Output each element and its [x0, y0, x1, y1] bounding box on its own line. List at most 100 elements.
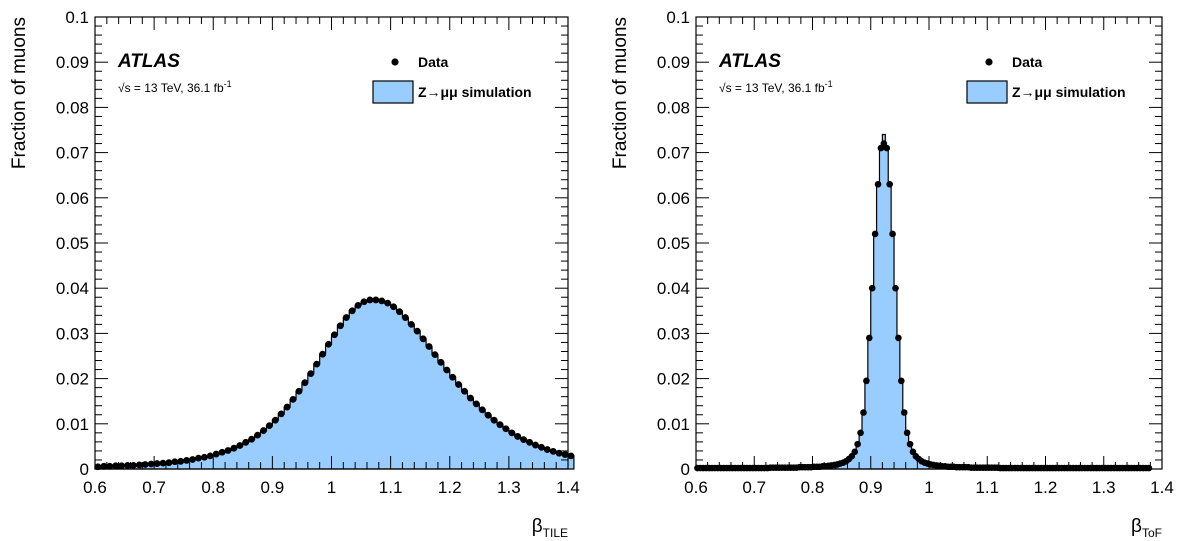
data-point	[502, 425, 510, 433]
y-tick-label: 0.04	[657, 279, 690, 298]
data-point	[130, 461, 137, 469]
data-point	[892, 284, 899, 292]
data-point	[425, 343, 433, 350]
data-point	[289, 395, 297, 403]
data-point	[195, 454, 202, 462]
chart-left-svg: 0.6 0.7 0.8 0.9 1 1.1 1.2 1.3 1.4 0 0.01 0.02 0.03 0.…	[9, 8, 580, 540]
data-point	[372, 296, 380, 304]
x-tick-label: 0.9	[859, 478, 883, 497]
data-point	[277, 410, 285, 418]
data-point	[886, 180, 893, 188]
data-point	[851, 448, 859, 456]
data-point	[295, 387, 303, 395]
data-point	[177, 457, 185, 465]
data-point	[165, 459, 173, 467]
data-point	[124, 461, 131, 469]
y-tick-label: 0.07	[657, 144, 690, 163]
x-tick-label: 1.1	[975, 478, 999, 497]
y-axis-title: Fraction of muons	[9, 17, 30, 169]
data-point	[206, 452, 214, 460]
legend-data-label: Data	[418, 54, 449, 70]
data-point	[118, 462, 126, 470]
data-point	[135, 461, 143, 469]
y-tick-label: 0.07	[56, 144, 89, 163]
x-tick-label: 1.4	[1150, 478, 1174, 497]
data-point	[431, 351, 439, 359]
data-point	[402, 314, 409, 321]
data-point	[100, 462, 108, 470]
x-tick-label: 1.2	[438, 478, 462, 497]
chart-panel-left: 0.6 0.7 0.8 0.9 1 1.1 1.2 1.3 1.4 0 0.01 0.02 0.03 0.…	[0, 0, 592, 541]
y-tick-label: 0.06	[56, 189, 89, 208]
x-tick-label: 0.6	[83, 478, 107, 497]
x-axis-title: βToF	[1131, 516, 1162, 540]
data-point	[200, 453, 208, 461]
x-tick-label: 1.2	[1034, 478, 1058, 497]
lumi-exponent: -1	[825, 79, 833, 89]
data-point	[555, 449, 563, 457]
legend-simulation-swatch	[372, 80, 414, 104]
data-point	[307, 370, 315, 378]
simulation-histogram	[695, 133, 1151, 470]
data-point	[260, 427, 267, 434]
legend-data-label: Data	[1012, 54, 1043, 70]
data-point	[549, 447, 557, 455]
energy-lumi-label: √s = 13 TeV, 36.1 fb-1	[118, 79, 232, 95]
legend-data-marker	[985, 58, 993, 66]
data-point	[141, 461, 149, 468]
data-point	[331, 331, 338, 339]
data-point	[106, 462, 114, 470]
data-point	[520, 436, 528, 444]
data-point	[242, 438, 250, 446]
x-axis-title-symbol: β	[532, 516, 543, 537]
data-point	[313, 360, 321, 368]
data-point	[863, 377, 870, 385]
data-point	[567, 452, 575, 460]
data-point	[900, 409, 908, 416]
data-point	[342, 314, 350, 321]
data-point	[413, 327, 421, 335]
y-tick-label: 0.09	[56, 53, 89, 72]
data-point	[889, 230, 896, 238]
data-point	[218, 448, 226, 456]
legend-simulation-label: Z→μμ simulation	[418, 84, 532, 100]
y-tick-label: 0.04	[56, 279, 89, 298]
data-point	[472, 400, 480, 408]
data-point	[283, 403, 291, 411]
x-axis-title: βTILE	[532, 516, 568, 540]
energy-lumi-text: √s = 13 TeV, 36.1 fb	[118, 81, 224, 95]
data-point	[490, 416, 498, 424]
data-point	[348, 307, 356, 315]
x-tick-label: 1.3	[497, 478, 521, 497]
data-point	[478, 406, 486, 414]
data-point	[407, 320, 415, 328]
x-tick-label: 1.4	[556, 478, 580, 497]
chart-right-svg: 0.6 0.7 0.8 0.9 1 1.1 1.2 1.3 1.4 0 0.01 0.02 0.03 0.…	[610, 8, 1174, 540]
y-tick-label: 0.03	[657, 324, 690, 343]
chart-panel-right: 0.6 0.7 0.8 0.9 1 1.1 1.2 1.3 1.4 0 0.01 0.02 0.03 0.…	[592, 0, 1185, 541]
data-point	[455, 381, 463, 388]
data-point	[865, 334, 873, 342]
x-axis-title-symbol: β	[1131, 516, 1142, 537]
data-point	[153, 460, 161, 467]
x-tick-label: 0.9	[261, 478, 285, 497]
data-point	[526, 438, 533, 446]
data-point	[461, 387, 468, 395]
data-point	[224, 447, 232, 454]
data-point	[868, 284, 876, 292]
data-point	[561, 451, 569, 458]
data-point	[360, 298, 368, 306]
y-tick-label: 0.02	[657, 370, 690, 389]
y-tick-label: 0	[681, 460, 690, 479]
y-tick-label: 0.08	[657, 98, 690, 117]
energy-lumi-label: √s = 13 TeV, 36.1 fb-1	[719, 79, 833, 95]
data-point	[319, 350, 327, 358]
x-tick-label: 0.7	[742, 478, 766, 497]
y-tick-label: 0.05	[56, 234, 89, 253]
y-tick-label: 0.09	[657, 53, 690, 72]
y-tick-label: 0.02	[56, 370, 89, 389]
lumi-exponent: -1	[224, 79, 232, 89]
data-point	[514, 433, 522, 440]
data-point	[384, 299, 392, 307]
data-point	[301, 379, 309, 387]
